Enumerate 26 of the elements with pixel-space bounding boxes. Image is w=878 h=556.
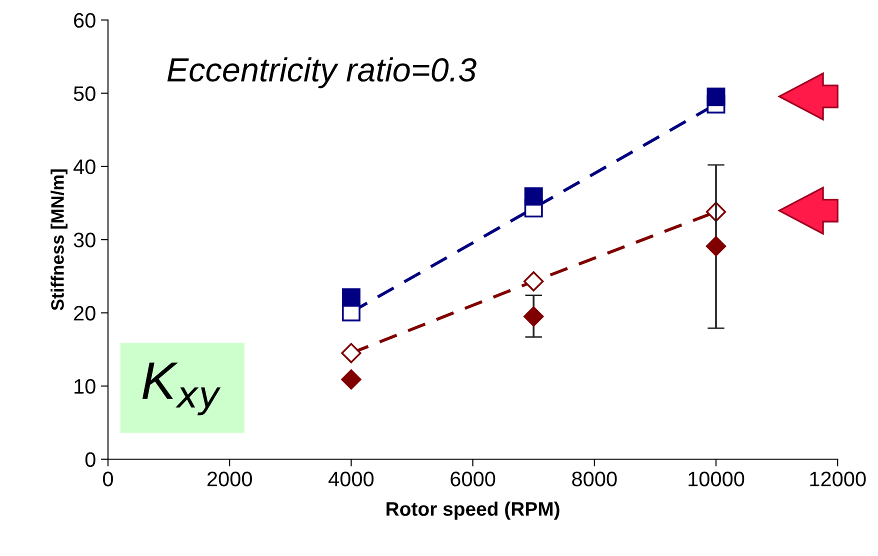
x-axis-title: Rotor speed (RPM) — [386, 502, 560, 520]
x-tick-label: 0 — [103, 472, 113, 486]
point — [341, 343, 362, 364]
point — [341, 369, 362, 390]
point — [524, 306, 544, 327]
x-tick-label: 10000 — [688, 472, 744, 486]
y-tick-label: 30 — [74, 232, 96, 248]
y-tick-label: 0 — [85, 452, 96, 468]
y-tick-label: 20 — [74, 306, 96, 321]
point — [342, 288, 360, 307]
y-tick-label: 10 — [74, 379, 96, 394]
point — [706, 236, 726, 256]
point — [524, 271, 544, 292]
y-axis-title: Stiffness [MN/m] — [50, 169, 68, 310]
annotation: Eccentricity ratio=0.3 — [167, 57, 476, 88]
x-tick-label: 8000 — [572, 472, 617, 486]
point — [706, 88, 726, 106]
x-tick-label: 6000 — [450, 472, 496, 486]
y-tick-label: 50 — [74, 86, 96, 101]
point — [524, 187, 543, 206]
x-tick-label: 2000 — [207, 472, 252, 486]
y-tick-label: 40 — [73, 159, 96, 174]
annotation: K$_{xy}$ — [142, 362, 221, 416]
x-tick-label: 4000 — [328, 472, 374, 486]
x-tick-label: 12000 — [810, 472, 866, 486]
y-tick-label: 60 — [74, 13, 96, 28]
